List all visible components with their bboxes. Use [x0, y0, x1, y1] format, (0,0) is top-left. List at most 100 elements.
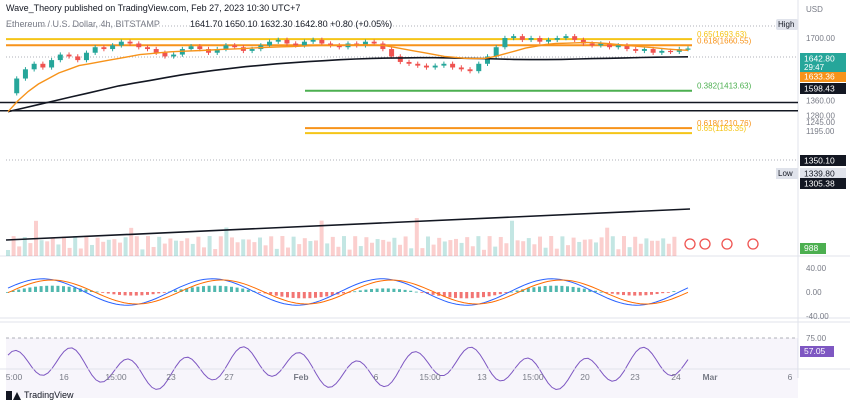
candle-body: [49, 60, 55, 68]
macd-histogram-bar: [442, 292, 446, 297]
price-tick-7: 1195.00: [806, 127, 835, 136]
high-marker-label: High: [778, 20, 794, 29]
time-tick-5: Feb: [293, 372, 308, 382]
volume-bar: [230, 237, 234, 256]
time-tick-11: 23: [630, 372, 640, 382]
macd-histogram-bar: [39, 286, 43, 292]
volume-bar: [398, 244, 402, 256]
volume-bar: [6, 250, 10, 256]
volume-bar: [286, 247, 290, 256]
volume-bar: [224, 227, 229, 256]
time-tick-14: 6: [788, 372, 793, 382]
candle-body: [336, 45, 342, 48]
volume-bar: [672, 236, 677, 256]
brand-name: TradingView: [24, 390, 74, 400]
volume-bar: [274, 248, 279, 256]
macd-histogram-bar: [174, 290, 177, 292]
macd-histogram-bar: [224, 286, 228, 292]
candle-body: [214, 49, 220, 53]
candle-body: [284, 39, 290, 44]
volume-bar: [420, 248, 425, 256]
volume-bar: [493, 246, 498, 256]
candle-body: [144, 47, 150, 50]
volume-badge-box: [800, 243, 826, 254]
volume-bar: [454, 238, 458, 256]
candle-body: [668, 50, 674, 53]
macd-histogram-bar: [666, 292, 670, 293]
volume-bar: [381, 239, 386, 256]
level-label-5: 0.618(1210.76): [697, 119, 752, 128]
tradingview-logo-icon: [6, 390, 21, 400]
macd-histogram-bar: [633, 292, 637, 296]
volume-bar: [62, 236, 66, 256]
time-tick-9: 15:00: [522, 372, 544, 382]
volume-bar: [638, 243, 643, 256]
macd-histogram-bar: [123, 292, 127, 296]
candle-body: [607, 43, 613, 48]
level-label-6: 0.65(1183.35): [697, 124, 747, 133]
macd-histogram-bar: [129, 292, 133, 296]
macd-histogram-bar: [325, 292, 329, 297]
macd-histogram-bar: [235, 287, 239, 292]
time-tick-7: 15:00: [419, 372, 441, 382]
candle-body: [319, 39, 325, 44]
candle-body: [519, 36, 525, 40]
volume-bar: [56, 244, 61, 256]
volume-bar: [437, 237, 442, 256]
volume-bar: [151, 246, 156, 256]
volume-bar: [644, 238, 649, 256]
event-flag-icon[interactable]: [747, 238, 759, 250]
event-flag-icon[interactable]: [699, 238, 711, 250]
macd-histogram-bar: [381, 288, 385, 292]
macd-histogram-bar: [22, 288, 26, 292]
macd-histogram-bar: [6, 292, 9, 293]
tradingview-brand[interactable]: TradingView: [6, 390, 74, 400]
volume-bar: [241, 239, 246, 256]
volume-bar: [190, 243, 195, 256]
macd-histogram-bar: [319, 292, 323, 298]
volume-bar: [168, 238, 173, 256]
volume-bar: [470, 246, 475, 256]
candle-body: [136, 43, 142, 48]
volume-bar: [146, 236, 150, 256]
candle-body: [162, 52, 168, 57]
volume-bar: [543, 247, 548, 256]
macd-histogram-bar: [218, 285, 222, 292]
event-flag-icon[interactable]: [721, 238, 733, 250]
candle-body: [223, 45, 229, 50]
macd-histogram-bar: [370, 289, 373, 292]
volume-bar: [515, 240, 520, 256]
candle-body: [476, 63, 482, 72]
volume-bar: [84, 236, 89, 256]
macd-histogram-bar: [280, 292, 284, 297]
macd-histogram-bar: [515, 290, 519, 292]
volume-bar: [207, 236, 212, 256]
volume-bar: [426, 236, 430, 256]
macd-histogram-bar: [297, 292, 301, 299]
volume-bar: [465, 237, 470, 256]
macd-histogram-bar: [118, 292, 121, 295]
volume-bar: [358, 246, 363, 256]
volume-bar: [269, 236, 274, 256]
volume-bar: [95, 237, 100, 256]
candle-body: [171, 54, 177, 57]
macd-tick-0: 40.00: [806, 264, 827, 273]
volume-bar: [510, 220, 514, 256]
price-tick-6: 1245.00: [806, 118, 835, 127]
candle-body: [528, 38, 534, 40]
candle-body: [615, 45, 621, 48]
volume-bar: [633, 236, 638, 256]
volume-bar: [532, 244, 537, 256]
rsi-value-box: [800, 346, 834, 357]
volume-bar: [134, 236, 139, 256]
macd-histogram-bar: [588, 289, 592, 292]
volume-bar: [297, 244, 302, 256]
volume-bar: [45, 241, 50, 256]
macd-histogram-bar: [554, 285, 558, 292]
macd-histogram-bar: [213, 285, 217, 292]
event-flag-icon[interactable]: [684, 238, 696, 250]
candle-body: [685, 48, 691, 50]
time-tick-3: 23: [166, 372, 176, 382]
candle-body: [232, 45, 238, 48]
